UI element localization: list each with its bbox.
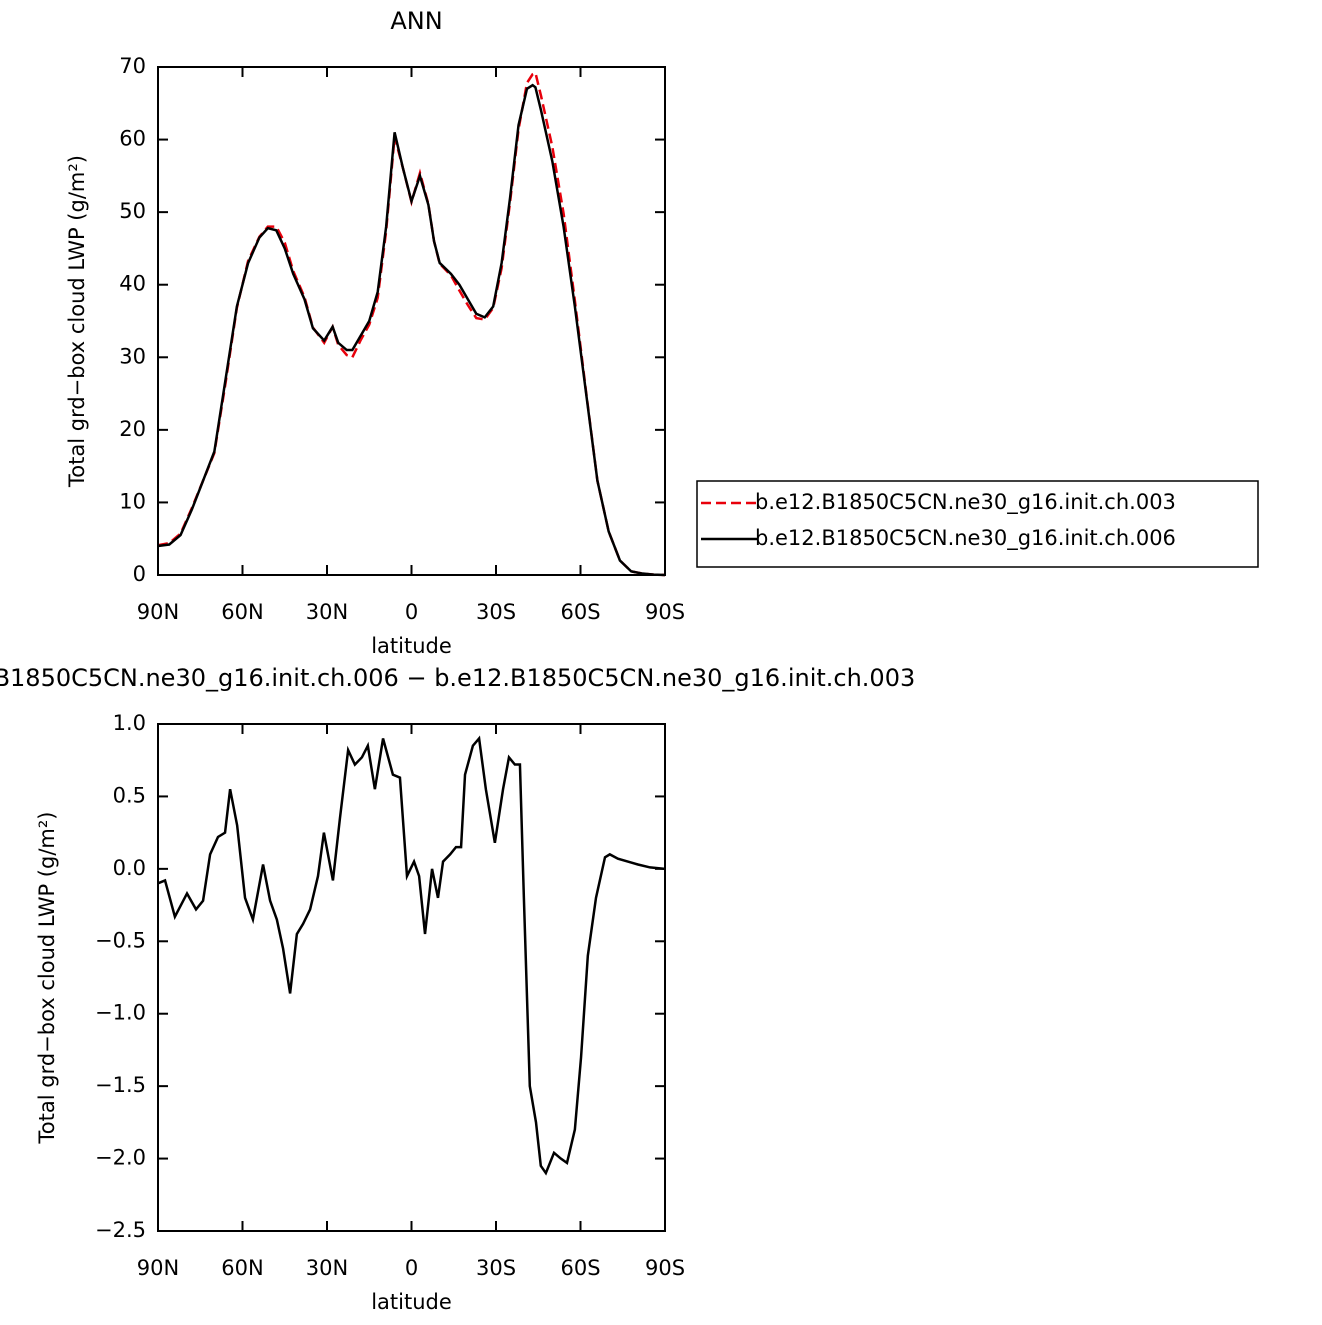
x-tick-label: 90S: [645, 1256, 685, 1280]
x-tick-label: 90S: [645, 600, 685, 624]
x-tick-label: 60S: [560, 1256, 600, 1280]
x-tick-label: 30S: [476, 1256, 516, 1280]
x-tick-label: 90N: [137, 600, 179, 624]
plot-frame: [157, 66, 666, 576]
x-axis-label: latitude: [371, 1290, 452, 1314]
y-tick-label: 50: [119, 199, 146, 223]
y-tick-label: 30: [119, 344, 146, 368]
legend-label: b.e12.B1850C5CN.ne30_g16.init.ch.003: [755, 490, 1176, 515]
y-tick-label: 0: [133, 562, 146, 586]
legend-label: b.e12.B1850C5CN.ne30_g16.init.ch.006: [755, 526, 1176, 551]
y-tick-label: 20: [119, 417, 146, 441]
y-tick-label: −1.5: [95, 1073, 146, 1097]
x-tick-label: 0: [405, 1256, 418, 1280]
x-tick-label: 30S: [476, 600, 516, 624]
legend-box: [696, 480, 1259, 568]
y-tick-label: 0.0: [113, 856, 146, 880]
y-tick-label: −2.5: [95, 1218, 146, 1242]
y-tick-label: −2.0: [95, 1146, 146, 1170]
chart-title: b.e12.B1850C5CN.ne30_g16.init.ch.006 − b…: [0, 664, 915, 692]
y-tick-label: 70: [119, 54, 146, 78]
y-tick-label: −1.0: [95, 1001, 146, 1025]
y-tick-label: 1.0: [113, 711, 146, 735]
x-tick-label: 60S: [560, 600, 600, 624]
y-tick-label: −0.5: [95, 928, 146, 952]
y-tick-label: 40: [119, 272, 146, 296]
data-line: [157, 735, 666, 1176]
x-tick-label: 30N: [306, 600, 348, 624]
x-tick-label: 30N: [306, 1256, 348, 1280]
data-line: [157, 83, 666, 577]
x-tick-label: 0: [405, 600, 418, 624]
y-axis-label: Total grd−box cloud LWP (g/m²): [35, 812, 59, 1145]
x-tick-label: 60N: [221, 1256, 263, 1280]
x-tick-label: 90N: [137, 1256, 179, 1280]
y-tick-label: 60: [119, 127, 146, 151]
y-tick-label: 10: [119, 489, 146, 513]
x-tick-label: 60N: [221, 600, 263, 624]
y-tick-label: 0.5: [113, 783, 146, 807]
y-axis-label: Total grd−box cloud LWP (g/m²): [65, 155, 89, 488]
chart-title: ANN: [390, 7, 442, 35]
x-axis-label: latitude: [371, 634, 452, 658]
plot-frame: [157, 723, 666, 1232]
